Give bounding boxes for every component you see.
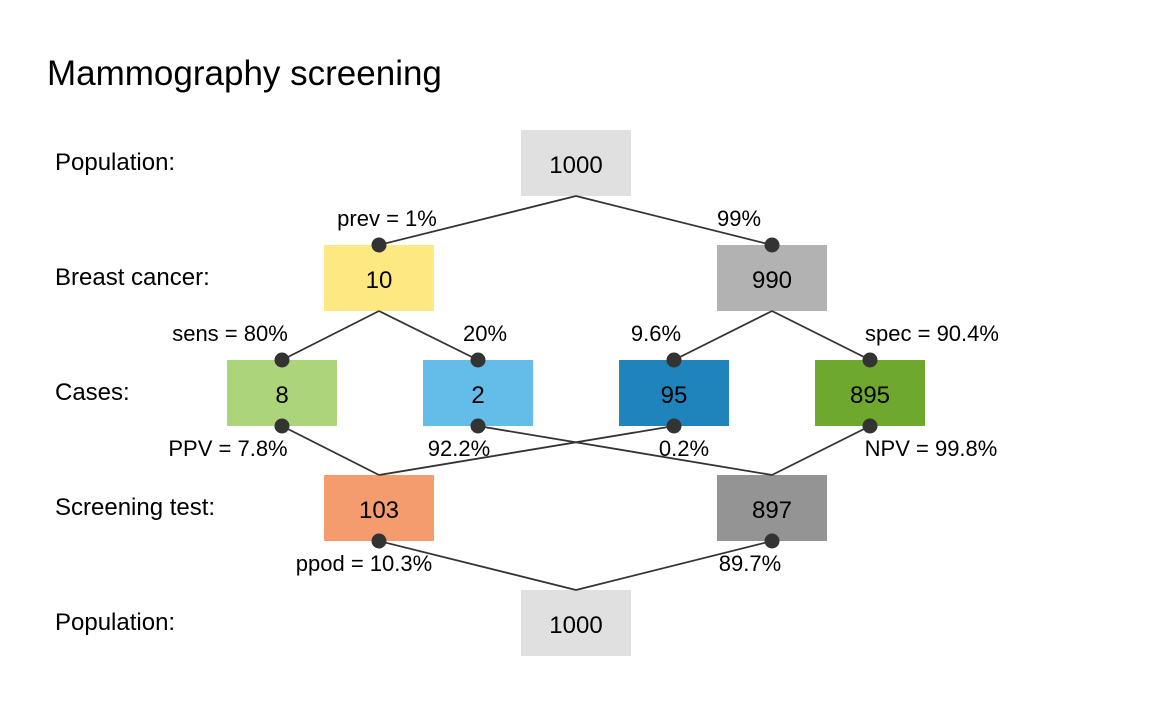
edge-test-pos-to-pop: [378, 540, 577, 591]
row-label-population-top: Population:: [55, 149, 175, 176]
box-value-test-positive: 103: [359, 497, 399, 524]
edge-label-not-prev: 99%: [717, 206, 761, 231]
edge-cancer-no-to-true-neg: [771, 310, 871, 361]
dot-false-pos-top: [666, 352, 682, 368]
box-value-population-bottom: 1000: [549, 612, 602, 639]
dot-false-neg-top: [470, 352, 486, 368]
edge-cancer-yes-to-false-neg: [378, 310, 479, 361]
dot-test-pos-bottom: [371, 533, 387, 549]
edge-label-ppod: ppod = 10.3%: [296, 551, 432, 576]
box-value-false-negative: 2: [471, 382, 484, 409]
box-true-positive: 8: [227, 360, 337, 426]
edge-pop-to-cancer-no: [575, 195, 773, 246]
dot-true-pos-bottom: [274, 418, 290, 434]
box-true-negative: 895: [815, 360, 925, 426]
dot-true-neg-bottom: [862, 418, 878, 434]
row-label-screening-test: Screening test:: [55, 494, 215, 521]
junction-dots: [274, 237, 878, 549]
edge-true-neg-to-test-neg: [771, 425, 871, 476]
box-population-top: 1000: [521, 130, 631, 196]
edge-test-neg-to-pop: [575, 540, 773, 591]
edge-label-miss: 20%: [463, 321, 507, 346]
diagram-title: Mammography screening: [47, 54, 442, 93]
box-value-cancer-no: 990: [752, 267, 792, 294]
box-value-population-top: 1000: [549, 152, 602, 179]
edge-label-sens: sens = 80%: [172, 321, 288, 346]
edges: [281, 195, 871, 591]
dot-true-pos-top: [274, 352, 290, 368]
box-value-true-positive: 8: [275, 382, 288, 409]
edge-false-neg-to-test-neg: [477, 425, 773, 476]
box-value-cancer-yes: 10: [366, 267, 393, 294]
dot-false-pos-bottom: [666, 418, 682, 434]
box-value-test-negative: 897: [752, 497, 792, 524]
edge-label-one-minus-ppod: 89.7%: [719, 551, 781, 576]
edge-label-ppv: PPV = 7.8%: [168, 436, 287, 461]
edge-true-pos-to-test-pos: [281, 425, 380, 476]
box-false-positive: 95: [619, 360, 729, 426]
row-label-cases: Cases:: [55, 379, 130, 406]
dot-cancer-no-top: [764, 237, 780, 253]
edge-cancer-no-to-false-pos: [673, 310, 773, 361]
edge-label-prev: prev = 1%: [337, 206, 437, 231]
box-test-negative: 897: [717, 475, 827, 541]
dot-test-neg-bottom: [764, 533, 780, 549]
box-false-negative: 2: [423, 360, 533, 426]
box-value-true-negative: 895: [850, 382, 890, 409]
edge-label-one-minus-ppv: 92.2%: [428, 436, 490, 461]
edge-label-false-alarm: 9.6%: [631, 321, 681, 346]
box-cancer-yes: 10: [324, 245, 434, 311]
dot-cancer-yes-top: [371, 237, 387, 253]
edge-false-pos-to-test-pos: [378, 425, 675, 476]
box-value-false-positive: 95: [661, 382, 688, 409]
row-label-population-bottom: Population:: [55, 609, 175, 636]
box-population-bottom: 1000: [521, 590, 631, 656]
box-test-positive: 103: [324, 475, 434, 541]
dot-true-neg-top: [862, 352, 878, 368]
box-cancer-no: 990: [717, 245, 827, 311]
edge-cancer-yes-to-true-pos: [281, 310, 380, 361]
edge-label-npv: NPV = 99.8%: [865, 436, 998, 461]
edge-label-one-minus-npv: 0.2%: [659, 436, 709, 461]
row-label-breast-cancer: Breast cancer:: [55, 264, 210, 291]
edge-label-spec: spec = 90.4%: [865, 321, 999, 346]
edge-pop-to-cancer-yes: [378, 195, 577, 246]
dot-false-neg-bottom: [470, 418, 486, 434]
